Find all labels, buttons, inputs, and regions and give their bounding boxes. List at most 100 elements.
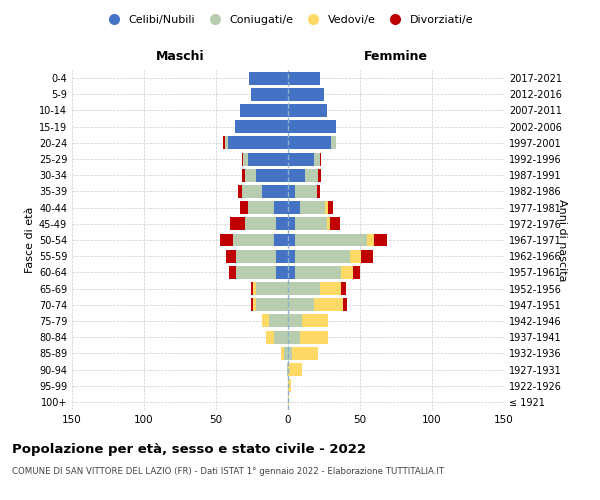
Bar xyxy=(236,250,277,262)
Bar xyxy=(242,152,244,166)
Bar xyxy=(251,88,288,101)
Bar xyxy=(256,298,288,311)
Bar xyxy=(292,347,318,360)
Bar xyxy=(238,185,242,198)
Bar xyxy=(220,234,233,246)
Text: Femmine: Femmine xyxy=(364,50,428,63)
Bar xyxy=(262,185,288,198)
Bar xyxy=(314,152,320,166)
Bar xyxy=(274,234,288,246)
Bar xyxy=(242,169,245,181)
Bar xyxy=(295,266,341,279)
Bar xyxy=(330,218,340,230)
Bar xyxy=(244,152,248,166)
Bar xyxy=(253,298,256,311)
Bar xyxy=(230,218,245,230)
Bar xyxy=(284,347,288,360)
Bar xyxy=(295,218,327,230)
Legend: Celibi/Nubili, Coniugati/e, Vedovi/e, Divorziati/e: Celibi/Nubili, Coniugati/e, Vedovi/e, Di… xyxy=(98,10,478,29)
Bar xyxy=(288,282,320,295)
Bar xyxy=(295,250,350,262)
Bar xyxy=(274,201,288,214)
Bar xyxy=(288,136,331,149)
Bar xyxy=(226,250,236,262)
Bar xyxy=(288,169,305,181)
Bar xyxy=(328,201,332,214)
Bar xyxy=(223,136,224,149)
Bar xyxy=(361,250,373,262)
Bar xyxy=(331,136,335,149)
Bar xyxy=(281,347,284,360)
Bar xyxy=(320,152,321,166)
Bar xyxy=(241,201,248,214)
Bar xyxy=(302,314,328,328)
Bar xyxy=(242,185,262,198)
Bar xyxy=(288,363,302,376)
Bar xyxy=(295,234,367,246)
Bar xyxy=(251,298,253,311)
Text: COMUNE DI SAN VITTORE DEL LAZIO (FR) - Dati ISTAT 1° gennaio 2022 - Elaborazione: COMUNE DI SAN VITTORE DEL LAZIO (FR) - D… xyxy=(12,468,444,476)
Bar xyxy=(343,298,347,311)
Bar xyxy=(288,330,299,344)
Bar xyxy=(245,169,256,181)
Bar xyxy=(229,266,236,279)
Bar xyxy=(320,282,341,295)
Bar xyxy=(235,120,288,133)
Bar xyxy=(314,298,343,311)
Bar xyxy=(287,363,288,376)
Bar xyxy=(288,104,327,117)
Bar xyxy=(367,234,374,246)
Text: Maschi: Maschi xyxy=(155,50,205,63)
Bar xyxy=(256,282,288,295)
Bar xyxy=(288,314,302,328)
Bar xyxy=(262,314,269,328)
Bar xyxy=(317,185,320,198)
Bar xyxy=(353,266,360,279)
Bar xyxy=(299,330,328,344)
Bar xyxy=(288,266,295,279)
Bar xyxy=(269,314,288,328)
Bar xyxy=(295,185,317,198)
Bar xyxy=(325,201,328,214)
Bar xyxy=(288,234,295,246)
Bar xyxy=(249,72,288,85)
Bar xyxy=(288,218,295,230)
Bar xyxy=(248,152,288,166)
Bar xyxy=(277,218,288,230)
Bar xyxy=(350,250,361,262)
Bar xyxy=(341,266,353,279)
Bar xyxy=(251,282,253,295)
Bar xyxy=(277,266,288,279)
Bar xyxy=(288,185,295,198)
Text: Popolazione per età, sesso e stato civile - 2022: Popolazione per età, sesso e stato civil… xyxy=(12,442,366,456)
Bar xyxy=(241,104,288,117)
Bar xyxy=(236,266,277,279)
Bar xyxy=(327,218,330,230)
Bar xyxy=(374,234,388,246)
Bar xyxy=(305,169,318,181)
Bar xyxy=(288,347,292,360)
Bar xyxy=(224,136,227,149)
Bar xyxy=(288,298,314,311)
Bar xyxy=(274,330,288,344)
Bar xyxy=(318,169,321,181)
Bar xyxy=(245,218,277,230)
Bar xyxy=(288,120,335,133)
Bar xyxy=(288,379,291,392)
Bar xyxy=(256,169,288,181)
Bar xyxy=(288,152,314,166)
Bar xyxy=(277,250,288,262)
Bar xyxy=(248,201,274,214)
Bar xyxy=(341,282,346,295)
Bar xyxy=(266,330,274,344)
Bar xyxy=(288,201,299,214)
Bar xyxy=(299,201,325,214)
Y-axis label: Fasce di età: Fasce di età xyxy=(25,207,35,273)
Bar xyxy=(288,250,295,262)
Bar xyxy=(288,88,324,101)
Bar xyxy=(227,136,288,149)
Bar xyxy=(288,72,320,85)
Y-axis label: Anni di nascita: Anni di nascita xyxy=(557,198,568,281)
Bar xyxy=(288,396,289,408)
Bar xyxy=(233,234,274,246)
